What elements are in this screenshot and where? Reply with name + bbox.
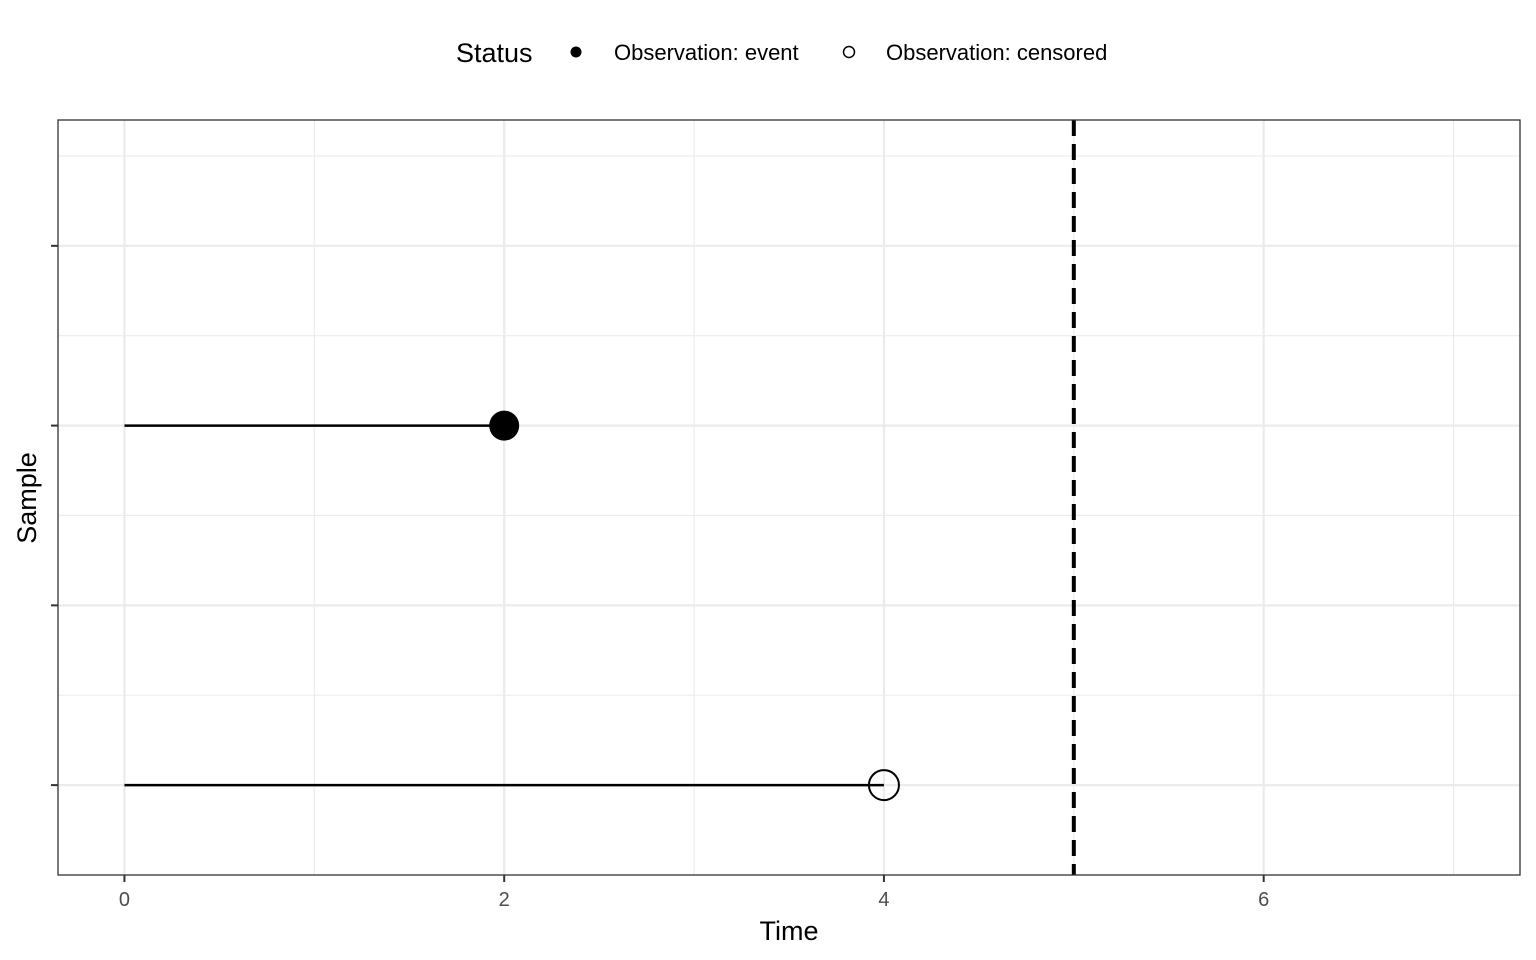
x-tick-label: 0 — [119, 889, 130, 911]
x-tick-label: 6 — [1258, 889, 1269, 911]
event-marker — [489, 410, 520, 441]
panel-border — [57, 119, 1521, 876]
legend-label-censored: Observation: censored — [886, 40, 1107, 65]
y-axis-title: Sample — [12, 452, 42, 544]
x-tick-label: 4 — [878, 889, 889, 911]
x-tick-label: 2 — [499, 889, 510, 911]
censored-marker — [867, 769, 900, 802]
legend-event-marker — [570, 46, 582, 58]
legend-label-event: Observation: event — [614, 40, 799, 65]
legend: Status Observation: event Observation: c… — [456, 38, 1107, 68]
x-axis-title: Time — [760, 916, 819, 946]
legend-censored-marker — [842, 45, 856, 59]
axes: 0 2 4 6 — [51, 244, 1269, 911]
plot-panel — [58, 120, 1520, 875]
legend-title: Status — [456, 38, 533, 68]
chart-marks — [124, 120, 1076, 875]
